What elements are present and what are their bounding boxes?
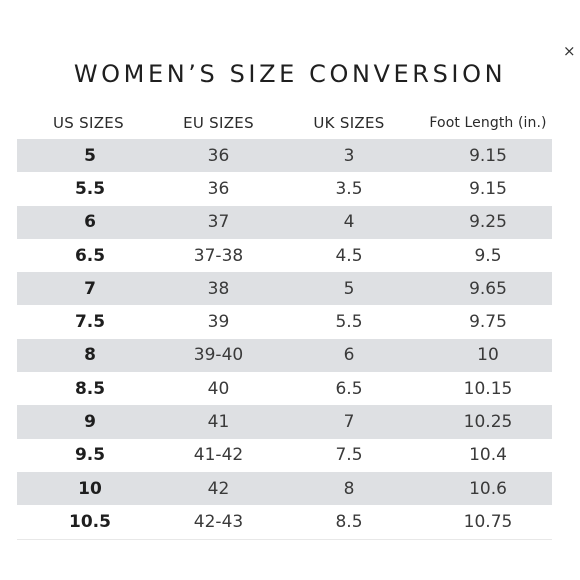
cell-uk-size: 5.5 bbox=[335, 312, 363, 333]
cell-uk-size: 7 bbox=[343, 412, 355, 433]
table-row: 6.5 37-38 4.5 9.5 bbox=[17, 239, 552, 272]
cell-uk-size: 6.5 bbox=[335, 378, 363, 399]
cell-us-size: 8.5 bbox=[74, 378, 106, 399]
cell-us-size: 9.5 bbox=[74, 445, 106, 466]
cell-eu-size: 38 bbox=[207, 278, 230, 299]
table-row: 8.5 40 6.5 10.15 bbox=[17, 372, 552, 405]
cell-foot-length: 9.65 bbox=[469, 278, 507, 299]
cell-foot-length: 10.25 bbox=[463, 412, 513, 433]
cell-eu-size: 42 bbox=[207, 478, 230, 499]
table-row: 8 39-40 6 10 bbox=[17, 338, 552, 373]
cell-eu-size: 41 bbox=[207, 412, 230, 433]
cell-us-size: 10 bbox=[78, 478, 102, 499]
cell-uk-size: 8 bbox=[343, 478, 355, 499]
header-us-sizes: US SIZES bbox=[53, 113, 124, 132]
cell-foot-length: 10.75 bbox=[463, 511, 513, 532]
table-row: 6 37 4 9.25 bbox=[17, 205, 552, 239]
cell-foot-length: 9.75 bbox=[469, 312, 507, 333]
cell-uk-size: 4 bbox=[343, 212, 355, 233]
cell-eu-size: 39-40 bbox=[193, 345, 244, 366]
table-row: 7.5 39 5.5 9.75 bbox=[17, 305, 552, 338]
cell-eu-size: 36 bbox=[207, 178, 230, 199]
cell-uk-size: 3.5 bbox=[335, 178, 363, 199]
cell-uk-size: 3 bbox=[343, 145, 355, 166]
table-row: 5.5 36 3.5 9.15 bbox=[17, 172, 552, 205]
cell-uk-size: 7.5 bbox=[335, 445, 363, 466]
cell-foot-length: 10.6 bbox=[469, 478, 507, 499]
cell-us-size: 6 bbox=[84, 212, 96, 233]
cell-eu-size: 36 bbox=[207, 145, 230, 166]
cell-uk-size: 8.5 bbox=[335, 511, 363, 532]
cell-foot-length: 9.25 bbox=[469, 212, 507, 233]
cell-foot-length: 9.15 bbox=[469, 145, 507, 166]
table-row: 7 38 5 9.65 bbox=[17, 272, 552, 306]
header-foot-length: Foot Length (in.) bbox=[429, 114, 547, 131]
table-header-row: US SIZES EU SIZES UK SIZES Foot Length (… bbox=[17, 106, 552, 139]
cell-us-size: 5 bbox=[84, 145, 96, 166]
cell-foot-length: 10 bbox=[477, 345, 499, 366]
cell-foot-length: 10.15 bbox=[463, 378, 513, 399]
cell-foot-length: 9.5 bbox=[474, 245, 502, 266]
cell-us-size: 10.5 bbox=[69, 511, 111, 532]
cell-eu-size: 37 bbox=[207, 212, 230, 233]
table-row: 9.5 41-42 7.5 10.4 bbox=[17, 439, 552, 472]
cell-foot-length: 10.4 bbox=[469, 445, 507, 466]
table-row: 10.5 42-43 8.5 10.75 bbox=[17, 505, 552, 538]
close-icon[interactable]: × bbox=[563, 42, 576, 60]
cell-uk-size: 6 bbox=[343, 345, 355, 366]
table-bottom-divider bbox=[17, 539, 552, 540]
cell-uk-size: 5 bbox=[343, 278, 355, 299]
cell-us-size: 7 bbox=[84, 278, 96, 299]
cell-eu-size: 42-43 bbox=[193, 511, 244, 532]
cell-us-size: 6.5 bbox=[74, 245, 106, 266]
cell-eu-size: 39 bbox=[207, 312, 230, 333]
table-body: 5 36 3 9.15 5.5 36 3.5 9.15 6 37 4 9.25 6.5 37-38 4.5 9… bbox=[17, 139, 552, 539]
cell-eu-size: 37-38 bbox=[193, 245, 244, 266]
cell-uk-size: 4.5 bbox=[335, 245, 363, 266]
size-conversion-table: US SIZES EU SIZES UK SIZES Foot Length (… bbox=[17, 106, 552, 539]
header-uk-sizes: UK SIZES bbox=[313, 113, 385, 132]
page-title: WOMEN’S SIZE CONVERSION bbox=[73, 60, 507, 88]
header-eu-sizes: EU SIZES bbox=[183, 113, 254, 132]
cell-us-size: 8 bbox=[84, 345, 96, 366]
table-row: 9 41 7 10.25 bbox=[17, 405, 552, 439]
cell-us-size: 5.5 bbox=[74, 178, 106, 199]
table-row: 10 42 8 10.6 bbox=[17, 471, 552, 506]
cell-foot-length: 9.15 bbox=[469, 178, 507, 199]
cell-us-size: 7.5 bbox=[74, 312, 106, 333]
cell-eu-size: 40 bbox=[207, 378, 230, 399]
table-row: 5 36 3 9.15 bbox=[17, 139, 552, 173]
cell-us-size: 9 bbox=[84, 412, 96, 433]
cell-eu-size: 41-42 bbox=[193, 445, 244, 466]
